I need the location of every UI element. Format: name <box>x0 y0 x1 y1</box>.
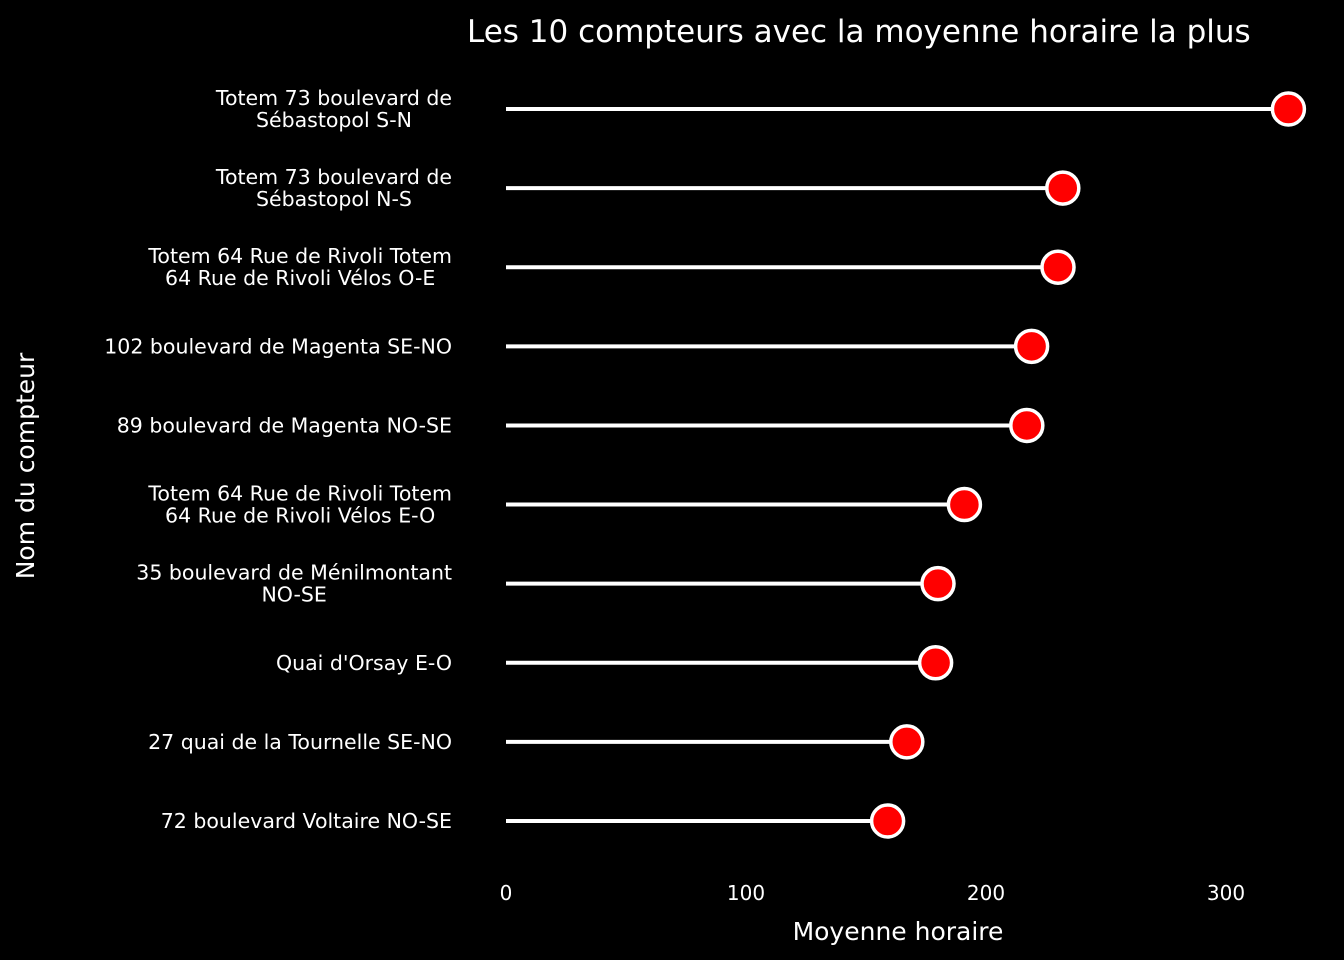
x-tick-labels-group: 0 100 200 300 <box>500 881 1245 905</box>
lollipop-marker <box>869 803 906 839</box>
lollipop-marker <box>946 486 983 523</box>
category-label: 27 quai de la Tournelle SE-NO <box>148 730 452 754</box>
x-tick-label: 0 <box>500 881 513 905</box>
category-label: Totem 64 Rue de Rivoli Totem <box>147 482 452 506</box>
lollipop-marker <box>1013 328 1050 365</box>
stems-group <box>506 107 1289 823</box>
lollipop-marker <box>1009 407 1045 444</box>
markers-group <box>869 91 1307 839</box>
category-label: Totem 73 boulevard de <box>215 86 452 110</box>
x-axis-label: Moyenne horaire <box>793 917 1004 946</box>
category-label: 72 boulevard Voltaire NO-SE <box>161 809 452 833</box>
category-label: Sébastopol S-N <box>256 108 412 132</box>
category-label: 35 boulevard de Ménilmontant <box>136 561 452 585</box>
lollipop-marker <box>1040 249 1076 285</box>
lollipop-marker <box>917 645 954 681</box>
category-label: 64 Rue de Rivoli Vélos O-E <box>165 266 435 290</box>
category-label: Sébastopol N-S <box>256 187 412 211</box>
category-label: Quai d'Orsay E-O <box>276 651 452 675</box>
category-label: 89 boulevard de Magenta NO-SE <box>117 413 452 437</box>
category-label: Totem 73 boulevard de <box>215 165 452 189</box>
chart-title: Les 10 compteurs avec la moyenne horaire… <box>467 14 1251 50</box>
x-tick-label: 200 <box>967 881 1005 905</box>
x-tick-label: 300 <box>1207 881 1245 905</box>
lollipop-marker <box>1045 170 1081 206</box>
y-axis-label: Nom du compteur <box>11 352 40 579</box>
category-label: NO-SE <box>261 583 326 607</box>
lollipop-marker <box>920 565 956 602</box>
x-tick-label: 100 <box>727 881 765 905</box>
lollipop-marker <box>889 724 925 760</box>
category-label: 64 Rue de Rivoli Vélos E-O <box>165 504 435 528</box>
lollipop-marker <box>1270 91 1307 127</box>
category-label: 102 boulevard de Magenta SE-NO <box>104 334 452 358</box>
category-label: Totem 64 Rue de Rivoli Totem <box>147 244 452 268</box>
